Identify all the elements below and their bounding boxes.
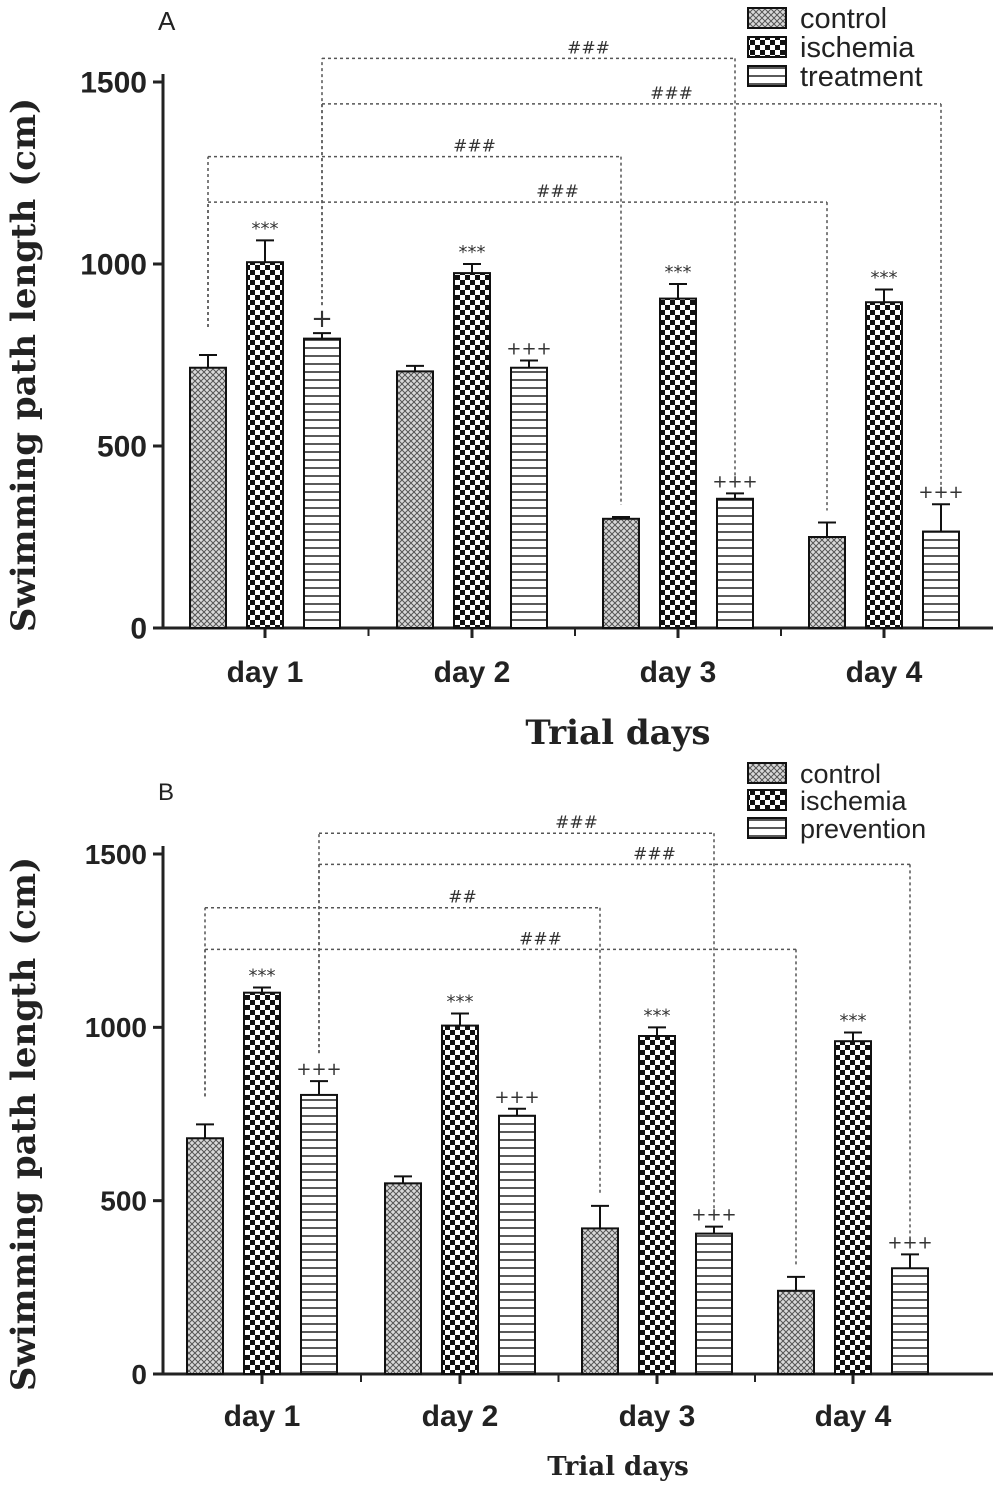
- bracket-label: ##: [448, 888, 477, 908]
- significance-label: ***: [665, 262, 692, 283]
- legend-label: ischemia: [800, 786, 908, 816]
- legend-label: treatment: [800, 61, 923, 93]
- significance-label: ***: [840, 1011, 867, 1032]
- bar-control: [186, 1137, 224, 1376]
- significance-label: +++: [712, 471, 757, 492]
- bar-treatment: [303, 337, 341, 629]
- x-axis-title: Trial days: [525, 713, 710, 753]
- x-tick-label: day 4: [815, 1400, 892, 1433]
- legend-swatch-prevention: [747, 817, 787, 839]
- x-tick-label: day 2: [422, 1400, 499, 1433]
- significance-label: +++: [887, 1232, 932, 1253]
- bar-treatment: [716, 497, 754, 629]
- legend-swatch-control: [747, 762, 787, 784]
- significance-label: +++: [494, 1087, 539, 1108]
- bar-prevention: [498, 1114, 536, 1375]
- bar-control: [384, 1182, 422, 1376]
- legend-label: control: [800, 759, 881, 789]
- y-tick-label: 0: [130, 613, 147, 646]
- bar-ischemia: [441, 1024, 479, 1375]
- bar-ischemia: [453, 272, 491, 629]
- y-tick-label: 1000: [80, 249, 147, 282]
- bracket-label: ###: [453, 137, 496, 157]
- x-tick-label: day 1: [224, 1400, 301, 1433]
- y-tick-label: 1500: [85, 839, 147, 870]
- bracket-label: ###: [567, 38, 610, 58]
- panel-a: A 0 500 1000 1500 day 1 day 2 day 3 day 4 Trial d…: [4, 3, 993, 753]
- bracket-label: ###: [555, 813, 598, 833]
- significance-label: ***: [871, 267, 898, 288]
- bar-control: [777, 1289, 815, 1376]
- x-axis-title: Trial days: [547, 1452, 689, 1482]
- panel-label: A: [158, 6, 176, 36]
- bar-ischemia: [246, 261, 284, 629]
- panel-label: B: [158, 779, 174, 806]
- significance-label: +++: [691, 1205, 736, 1226]
- bar-prevention: [891, 1267, 929, 1376]
- bracket-label: ###: [633, 844, 676, 864]
- legend-swatch-ischemia: [747, 789, 787, 811]
- x-tick-label: day 3: [640, 656, 717, 689]
- bar-control: [189, 366, 227, 629]
- legend-label: ischemia: [800, 32, 915, 64]
- y-tick-label: 500: [97, 431, 147, 464]
- bar-control: [808, 536, 846, 629]
- bar-treatment: [510, 366, 548, 629]
- x-tick-label: day 1: [227, 656, 304, 689]
- significance-label: +++: [296, 1059, 341, 1080]
- legend-label: control: [800, 3, 887, 35]
- bar-control: [581, 1227, 619, 1376]
- x-tick-label: day 4: [846, 656, 923, 689]
- bar-prevention: [300, 1093, 338, 1376]
- bar-ischemia: [243, 991, 281, 1376]
- legend-swatch-control: [747, 7, 787, 29]
- significance-label: +++: [918, 482, 963, 503]
- x-tick-label: day 3: [619, 1400, 696, 1433]
- bar-control: [396, 370, 434, 629]
- x-tick-label: day 2: [434, 656, 511, 689]
- bracket-label: ###: [519, 929, 562, 949]
- bar-prevention: [695, 1232, 733, 1375]
- significance-label: +++: [506, 338, 551, 359]
- y-tick-label: 500: [100, 1185, 147, 1216]
- bar-ischemia: [659, 297, 697, 629]
- y-tick-label: 1000: [85, 1012, 147, 1043]
- significance-label: ***: [644, 1005, 671, 1026]
- y-axis-title: Swimming path length (cm): [4, 857, 44, 1391]
- legend-label: prevention: [800, 814, 926, 844]
- bar-control: [602, 517, 640, 629]
- legend-swatch-ischemia: [747, 36, 787, 58]
- bar-ischemia: [865, 301, 903, 629]
- panel-b: B 0 500 1000 1500 day 1 day 2 day 3 day 4 Trial d…: [4, 759, 993, 1482]
- y-tick-label: 0: [131, 1359, 147, 1390]
- bar-ischemia: [638, 1035, 676, 1375]
- significance-label: ***: [252, 218, 279, 239]
- bar-treatment: [922, 530, 960, 629]
- bracket-label: ###: [650, 84, 693, 104]
- significance-label: ***: [447, 991, 474, 1012]
- bar-ischemia: [834, 1040, 872, 1375]
- legend-swatch-treatment: [747, 65, 787, 87]
- significance-label: ***: [459, 242, 486, 263]
- y-axis-title: Swimming path length (cm): [4, 98, 44, 632]
- bracket-label: ###: [536, 182, 579, 202]
- significance-label: +: [311, 304, 333, 334]
- significance-label: ***: [249, 965, 276, 986]
- y-tick-label: 1500: [80, 67, 147, 100]
